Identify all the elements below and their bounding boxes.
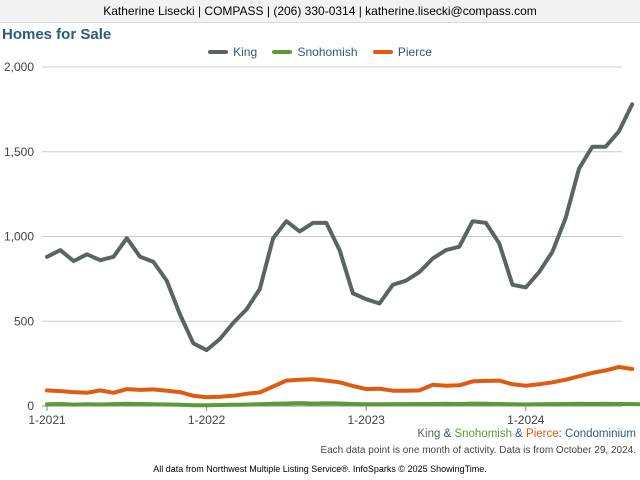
y-tick-label: 1,500 bbox=[4, 145, 34, 159]
series-line-king bbox=[45, 102, 635, 353]
x-tick-label: 1-2022 bbox=[188, 413, 226, 427]
series-line-snohomish bbox=[45, 401, 640, 408]
chart-legend: King Snohomish Pierce bbox=[0, 45, 640, 59]
y-tick-label: 0 bbox=[27, 399, 34, 413]
legend-swatch-pierce bbox=[372, 49, 393, 54]
subtitle-property-type: Condominium bbox=[565, 428, 636, 440]
legend-label-king: King bbox=[233, 45, 258, 59]
subtitle-pierce: Pierce bbox=[526, 428, 559, 440]
subtitle-snohomish: Snohomish bbox=[454, 428, 512, 440]
subtitle-colon: : bbox=[558, 428, 566, 440]
chart-subtitle: King & Snohomish & Pierce: Condominium bbox=[417, 428, 636, 440]
legend-item-pierce[interactable]: Pierce bbox=[372, 45, 432, 59]
subtitle-separator-1: & bbox=[440, 428, 455, 440]
contact-header: Katherine Lisecki | COMPASS | (206) 330-… bbox=[103, 4, 537, 18]
footer-credit: All data from Northwest Multiple Listing… bbox=[153, 464, 487, 474]
y-tick-label: 500 bbox=[14, 314, 34, 328]
legend-swatch-king bbox=[208, 49, 229, 54]
x-tick-label: 1-2023 bbox=[348, 413, 386, 427]
series-line-pierce bbox=[45, 365, 635, 400]
legend-swatch-snohomish bbox=[272, 49, 293, 54]
header-bar: Katherine Lisecki | COMPASS | (206) 330-… bbox=[0, 0, 640, 23]
legend-label-snohomish: Snohomish bbox=[297, 45, 358, 59]
page-title: Homes for Sale bbox=[2, 26, 112, 43]
legend-label-pierce: Pierce bbox=[397, 45, 432, 59]
legend-item-king[interactable]: King bbox=[208, 45, 257, 59]
subtitle-king: King bbox=[417, 428, 441, 440]
y-tick-label: 1,000 bbox=[4, 230, 34, 244]
y-tick-label: 2,000 bbox=[4, 60, 34, 74]
legend-item-snohomish[interactable]: Snohomish bbox=[272, 45, 358, 59]
x-tick-label: 1-2024 bbox=[507, 413, 545, 427]
data-note: Each data point is one month of activity… bbox=[320, 445, 636, 456]
subtitle-separator-2: & bbox=[511, 428, 527, 440]
x-tick-label: 1-2021 bbox=[28, 413, 66, 427]
